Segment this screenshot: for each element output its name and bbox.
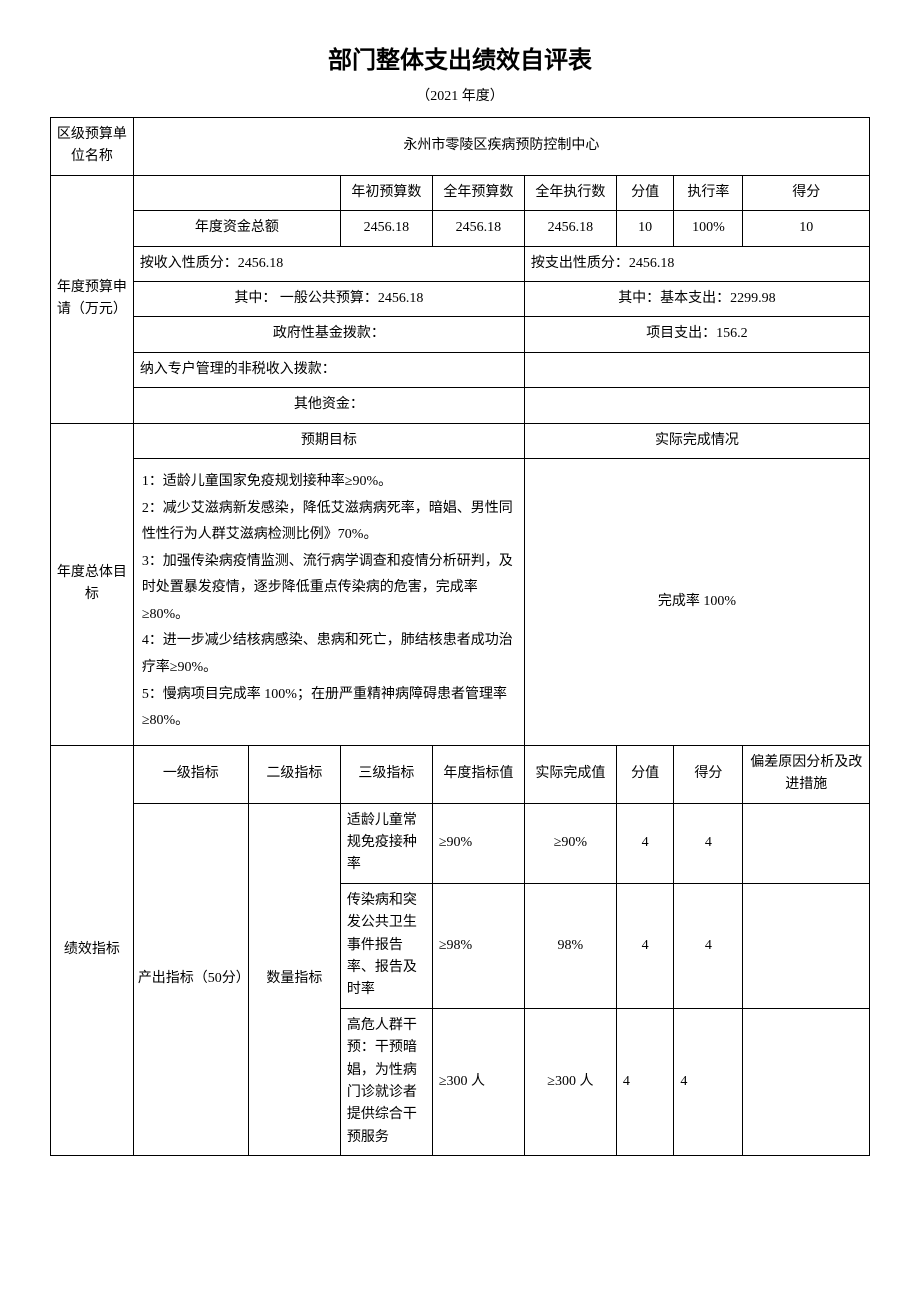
unit-name: 永州市零陵区疾病预防控制中心 xyxy=(133,118,869,176)
fund-annual-budget: 2456.18 xyxy=(432,211,524,246)
ind1-score: 4 xyxy=(674,883,743,1008)
fund-initial: 2456.18 xyxy=(340,211,432,246)
ind0-level3: 适龄儿童常规免疫接种率 xyxy=(340,803,432,883)
income-general: 其中： 一般公共预算：2456.18 xyxy=(133,281,524,316)
page-title: 部门整体支出绩效自评表 xyxy=(50,40,870,75)
header-ind-score: 得分 xyxy=(674,745,743,803)
ind2-target: ≥300 人 xyxy=(432,1008,524,1155)
empty-cell xyxy=(524,352,869,387)
ind1-weight: 4 xyxy=(616,883,674,1008)
gov-fund: 政府性基金拨款： xyxy=(133,317,524,352)
table-row: 年度预算申请（万元） 年初预算数 全年预算数 全年执行数 分值 执行率 得分 xyxy=(51,175,870,210)
header-annual-budget: 全年预算数 xyxy=(432,175,524,210)
budget-section-label: 年度预算申请（万元） xyxy=(51,175,134,423)
special-account: 纳入专户管理的非税收入拨款： xyxy=(133,352,524,387)
header-annual-target: 年度指标值 xyxy=(432,745,524,803)
ind0-score: 4 xyxy=(674,803,743,883)
by-income-label: 按收入性质分：2456.18 xyxy=(133,246,524,281)
header-level3: 三级指标 xyxy=(340,745,432,803)
header-actual-value: 实际完成值 xyxy=(524,745,616,803)
ind2-score: 4 xyxy=(674,1008,743,1155)
table-row: 年度资金总额 2456.18 2456.18 2456.18 10 100% 1… xyxy=(51,211,870,246)
expense-basic: 其中：基本支出：2299.98 xyxy=(524,281,869,316)
header-level1: 一级指标 xyxy=(133,745,248,803)
ind2-weight: 4 xyxy=(616,1008,674,1155)
table-row: 年度总体目标 预期目标 实际完成情况 xyxy=(51,423,870,458)
ind1-level3: 传染病和突发公共卫生事件报告率、报告及时率 xyxy=(340,883,432,1008)
goals-text: 1：适龄儿童国家免疫规划接种率≥90%。2：减少艾滋病新发感染，降低艾滋病病死率… xyxy=(133,458,524,745)
ind2-deviation xyxy=(743,1008,870,1155)
table-row: 1：适龄儿童国家免疫规划接种率≥90%。2：减少艾滋病新发感染，降低艾滋病病死率… xyxy=(51,458,870,745)
header-annual-exec: 全年执行数 xyxy=(524,175,616,210)
perf-indicator-label: 绩效指标 xyxy=(51,745,134,1155)
header-level2: 二级指标 xyxy=(248,745,340,803)
ind1-target: ≥98% xyxy=(432,883,524,1008)
expected-goal-header: 预期目标 xyxy=(133,423,524,458)
actual-complete-header: 实际完成情况 xyxy=(524,423,869,458)
table-row: 纳入专户管理的非税收入拨款： xyxy=(51,352,870,387)
header-weight: 分值 xyxy=(616,745,674,803)
ind1-actual: 98% xyxy=(524,883,616,1008)
table-row: 绩效指标 一级指标 二级指标 三级指标 年度指标值 实际完成值 分值 得分 偏差… xyxy=(51,745,870,803)
fund-annual-exec: 2456.18 xyxy=(524,211,616,246)
project-expense: 项目支出：156.2 xyxy=(524,317,869,352)
by-expense-label: 按支出性质分：2456.18 xyxy=(524,246,869,281)
header-initial: 年初预算数 xyxy=(340,175,432,210)
table-row: 其他资金： xyxy=(51,388,870,423)
table-row: 区级预算单位名称 永州市零陵区疾病预防控制中心 xyxy=(51,118,870,176)
overall-goal-label: 年度总体目标 xyxy=(51,423,134,745)
table-row: 其中： 一般公共预算：2456.18 其中：基本支出：2299.98 xyxy=(51,281,870,316)
header-deviation: 偏差原因分析及改进措施 xyxy=(743,745,870,803)
table-row: 按收入性质分：2456.18 按支出性质分：2456.18 xyxy=(51,246,870,281)
header-score: 得分 xyxy=(743,175,870,210)
actual-complete-text: 完成率 100% xyxy=(524,458,869,745)
header-score-weight: 分值 xyxy=(616,175,674,210)
ind0-actual: ≥90% xyxy=(524,803,616,883)
ind0-target: ≥90% xyxy=(432,803,524,883)
empty-cell xyxy=(133,175,340,210)
evaluation-table: 区级预算单位名称 永州市零陵区疾病预防控制中心 年度预算申请（万元） 年初预算数… xyxy=(50,117,870,1156)
ind0-deviation xyxy=(743,803,870,883)
ind0-weight: 4 xyxy=(616,803,674,883)
level2-qty: 数量指标 xyxy=(248,803,340,1155)
table-row: 政府性基金拨款： 项目支出：156.2 xyxy=(51,317,870,352)
level1-output: 产出指标（50分） xyxy=(133,803,248,1155)
ind2-actual: ≥300 人 xyxy=(524,1008,616,1155)
header-exec-rate: 执行率 xyxy=(674,175,743,210)
empty-cell xyxy=(524,388,869,423)
unit-label: 区级预算单位名称 xyxy=(51,118,134,176)
page-subtitle: （2021 年度） xyxy=(50,85,870,105)
fund-score: 10 xyxy=(743,211,870,246)
table-row: 产出指标（50分） 数量指标 适龄儿童常规免疫接种率 ≥90% ≥90% 4 4 xyxy=(51,803,870,883)
fund-weight: 10 xyxy=(616,211,674,246)
ind2-level3: 高危人群干预：干预暗娼，为性病门诊就诊者提供综合干预服务 xyxy=(340,1008,432,1155)
fund-total-label: 年度资金总额 xyxy=(133,211,340,246)
fund-exec-rate: 100% xyxy=(674,211,743,246)
ind1-deviation xyxy=(743,883,870,1008)
other-fund: 其他资金： xyxy=(133,388,524,423)
